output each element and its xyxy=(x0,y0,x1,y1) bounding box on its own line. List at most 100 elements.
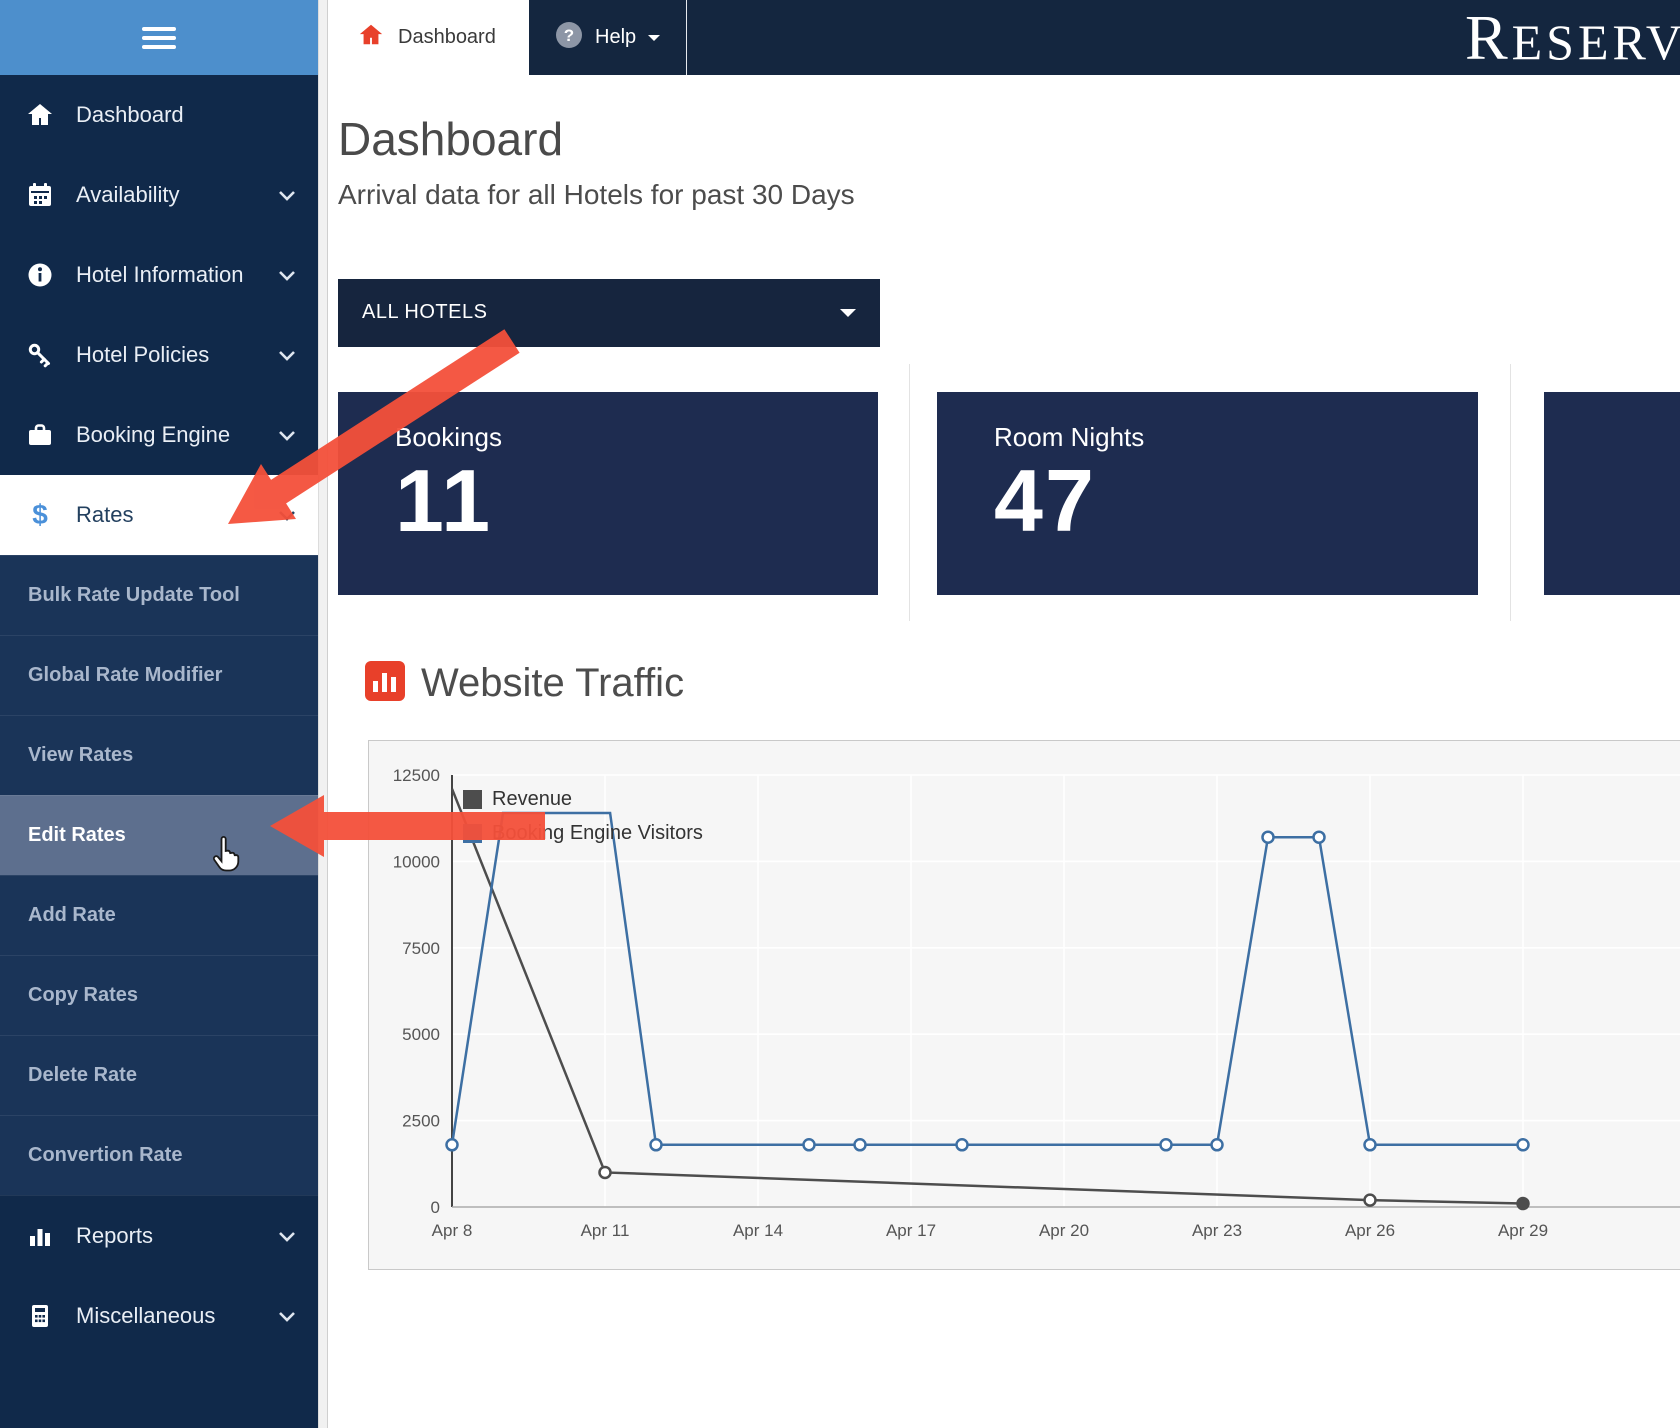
legend-swatch-visitors xyxy=(463,824,482,844)
submenu-item-convertion-rate[interactable]: Convertion Rate xyxy=(0,1115,318,1195)
brand-logo: RESERV xyxy=(1464,1,1680,73)
traffic-section-header: Website Traffic xyxy=(365,660,1680,706)
sidebar-item-miscellaneous[interactable]: Miscellaneous xyxy=(0,1276,318,1356)
svg-text:Apr 26: Apr 26 xyxy=(1345,1221,1395,1240)
hamburger-icon xyxy=(142,22,176,54)
sidebar-item-label: Booking Engine xyxy=(76,422,231,447)
sidebar-item-hotel-information[interactable]: Hotel Information xyxy=(0,235,318,315)
sidebar-toggle-button[interactable] xyxy=(0,0,318,75)
rates-submenu: Bulk Rate Update Tool Global Rate Modifi… xyxy=(0,555,318,1195)
stat-card-partial xyxy=(1544,391,1680,595)
sidebar-item-label: Availability xyxy=(76,182,180,207)
stat-value: 11 xyxy=(395,450,493,550)
tab-help-label: Help xyxy=(595,26,637,48)
stat-cell-bookings: Bookings 11 xyxy=(338,363,910,621)
tab-help[interactable]: ? Help xyxy=(529,0,687,75)
calculator-icon xyxy=(26,1302,76,1330)
main-content: Dashboard Arrival data for all Hotels fo… xyxy=(328,75,1680,1428)
svg-text:Apr 23: Apr 23 xyxy=(1192,1221,1242,1240)
sidebar-footer: Reports Miscellaneous xyxy=(0,1195,318,1356)
svg-text:Apr 20: Apr 20 xyxy=(1039,1221,1089,1240)
legend-item-visitors: Booking Engine Visitors xyxy=(463,817,703,851)
svg-text:Apr 29: Apr 29 xyxy=(1498,1221,1548,1240)
help-dropdown-caret-icon xyxy=(648,34,661,47)
sidebar-item-label: Rates xyxy=(76,502,134,527)
sidebar-item-label: Miscellaneous xyxy=(76,1303,216,1328)
chevron-down-icon xyxy=(278,190,296,201)
svg-text:2500: 2500 xyxy=(402,1111,440,1130)
chevron-down-icon xyxy=(278,270,296,281)
bar-chart-icon xyxy=(26,1222,76,1250)
top-navigation-bar: Dashboard ? Help RESERV xyxy=(328,0,1680,75)
sidebar-item-label: Hotel Policies xyxy=(76,342,210,367)
chevron-down-icon xyxy=(278,430,296,441)
briefcase-icon xyxy=(26,421,76,449)
stat-label: Bookings xyxy=(395,421,502,452)
legend-label: Booking Engine Visitors xyxy=(492,822,703,845)
submenu-item-copy-rates[interactable]: Copy Rates xyxy=(0,955,318,1035)
stat-cell-partial xyxy=(1511,364,1680,621)
legend-swatch-revenue xyxy=(463,790,482,810)
sidebar-item-booking-engine[interactable]: Booking Engine xyxy=(0,395,318,475)
stat-cell-room-nights: Room Nights 47 xyxy=(910,363,1511,621)
info-icon xyxy=(26,261,76,289)
stat-card-room-nights: Room Nights 47 xyxy=(937,391,1478,595)
sidebar-item-hotel-policies[interactable]: Hotel Policies xyxy=(0,315,318,395)
legend-item-revenue: Revenue xyxy=(463,783,703,817)
svg-text:?: ? xyxy=(564,26,574,45)
chart-icon xyxy=(365,660,405,706)
svg-text:0: 0 xyxy=(431,1198,440,1217)
sidebar-item-label: Dashboard xyxy=(76,102,184,127)
submenu-item-add-rate[interactable]: Add Rate xyxy=(0,875,318,955)
tab-dashboard[interactable]: Dashboard xyxy=(328,0,529,75)
legend-label: Revenue xyxy=(492,788,573,811)
page-subtitle: Arrival data for all Hotels for past 30 … xyxy=(338,178,855,210)
home-tab-icon xyxy=(358,22,384,53)
sidebar-item-label: Reports xyxy=(76,1223,154,1248)
sidebar-item-availability[interactable]: Availability xyxy=(0,155,318,235)
svg-text:Apr 11: Apr 11 xyxy=(581,1221,630,1240)
traffic-chart-panel: 0 2500 5000 7500 10000 12500 Apr 8 Apr 11 Apr 14… xyxy=(368,739,1680,1270)
svg-text:12500: 12500 xyxy=(393,766,440,785)
chevron-down-icon xyxy=(278,1231,296,1242)
submenu-item-bulk-rate-update-tool[interactable]: Bulk Rate Update Tool xyxy=(0,555,318,635)
sidebar-item-rates[interactable]: $ Rates xyxy=(0,475,318,555)
traffic-chart: 0 2500 5000 7500 10000 12500 Apr 8 Apr 11 Apr 14… xyxy=(393,766,1680,1240)
svg-text:Apr 14: Apr 14 xyxy=(733,1221,783,1240)
svg-text:$: $ xyxy=(32,501,48,529)
stats-row: Bookings 11 Room Nights 47 xyxy=(338,363,1680,621)
svg-text:10000: 10000 xyxy=(393,852,440,871)
chevron-down-icon xyxy=(278,1311,296,1322)
dollar-icon: $ xyxy=(26,501,76,529)
page-title: Dashboard xyxy=(338,113,564,165)
submenu-item-global-rate-modifier[interactable]: Global Rate Modifier xyxy=(0,635,318,715)
hotel-filter-value: ALL HOTELS xyxy=(362,301,488,324)
chart-legend: Revenue Booking Engine Visitors xyxy=(463,783,703,851)
svg-text:Apr 17: Apr 17 xyxy=(886,1221,936,1240)
stat-value: 47 xyxy=(994,450,1096,550)
home-icon xyxy=(26,101,76,129)
svg-text:Apr 8: Apr 8 xyxy=(432,1221,473,1240)
svg-text:7500: 7500 xyxy=(402,938,440,957)
key-icon xyxy=(26,341,76,369)
submenu-item-delete-rate[interactable]: Delete Rate xyxy=(0,1035,318,1115)
help-icon: ? xyxy=(555,21,583,55)
chevron-down-icon xyxy=(278,510,296,521)
svg-text:5000: 5000 xyxy=(402,1025,440,1044)
tab-dashboard-label: Dashboard xyxy=(398,26,496,48)
sidebar-item-label: Hotel Information xyxy=(76,262,244,287)
sidebar-item-dashboard[interactable]: Dashboard xyxy=(0,75,318,155)
traffic-section-title: Website Traffic xyxy=(421,660,685,705)
sidebar-scrollbar[interactable] xyxy=(318,0,328,1428)
dropdown-caret-icon xyxy=(840,308,856,325)
submenu-item-edit-rates[interactable]: Edit Rates xyxy=(0,795,318,875)
stat-card-bookings: Bookings 11 xyxy=(338,391,878,595)
sidebar-item-reports[interactable]: Reports xyxy=(0,1196,318,1276)
sidebar: Dashboard Availability Hotel Information xyxy=(0,0,318,1428)
calendar-icon xyxy=(26,181,76,209)
hotel-filter-dropdown[interactable]: ALL HOTELS xyxy=(338,278,880,347)
chevron-down-icon xyxy=(278,350,296,361)
submenu-item-view-rates[interactable]: View Rates xyxy=(0,715,318,795)
stat-label: Room Nights xyxy=(994,421,1145,452)
